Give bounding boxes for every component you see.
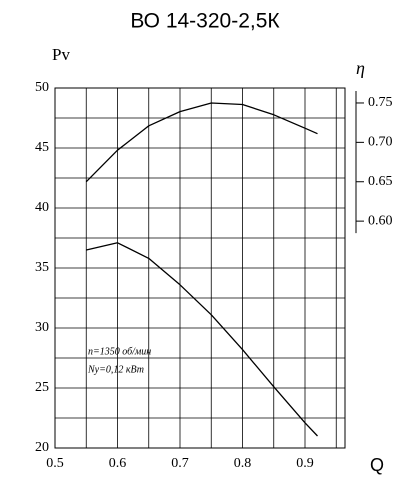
x-tick-label: 0.6 [109, 456, 127, 471]
y-tick-label: 20 [35, 440, 49, 455]
x-tick-label: 0.8 [234, 456, 252, 471]
x-tick-label: 0.7 [171, 456, 189, 471]
y2-tick-label: 0.75 [368, 95, 393, 110]
y-tick-label: 40 [35, 200, 49, 215]
annotation: Nу=0,12 кВт [87, 364, 144, 375]
chart-title: ВО 14-320-2,5К [130, 10, 280, 33]
y-tick-label: 30 [35, 320, 49, 335]
x-tick-label: 0.5 [46, 456, 64, 471]
y-tick-label: 35 [35, 260, 49, 275]
y2-tick-label: 0.60 [368, 213, 393, 228]
y-tick-label: 45 [35, 140, 49, 155]
x-axis-label: Q [370, 455, 384, 475]
y-tick-label: 50 [35, 80, 49, 95]
y2-tick-label: 0.70 [368, 135, 393, 150]
y-axis-label: Pv [52, 45, 70, 64]
series-line [85, 102, 318, 183]
y2-axis-label: η [356, 58, 365, 78]
x-tick-label: 0.9 [296, 456, 314, 471]
annotation: n=1350 об/мин [88, 346, 151, 357]
y2-tick-label: 0.65 [368, 174, 393, 189]
y-tick-label: 25 [35, 380, 49, 395]
series-line [86, 242, 318, 437]
